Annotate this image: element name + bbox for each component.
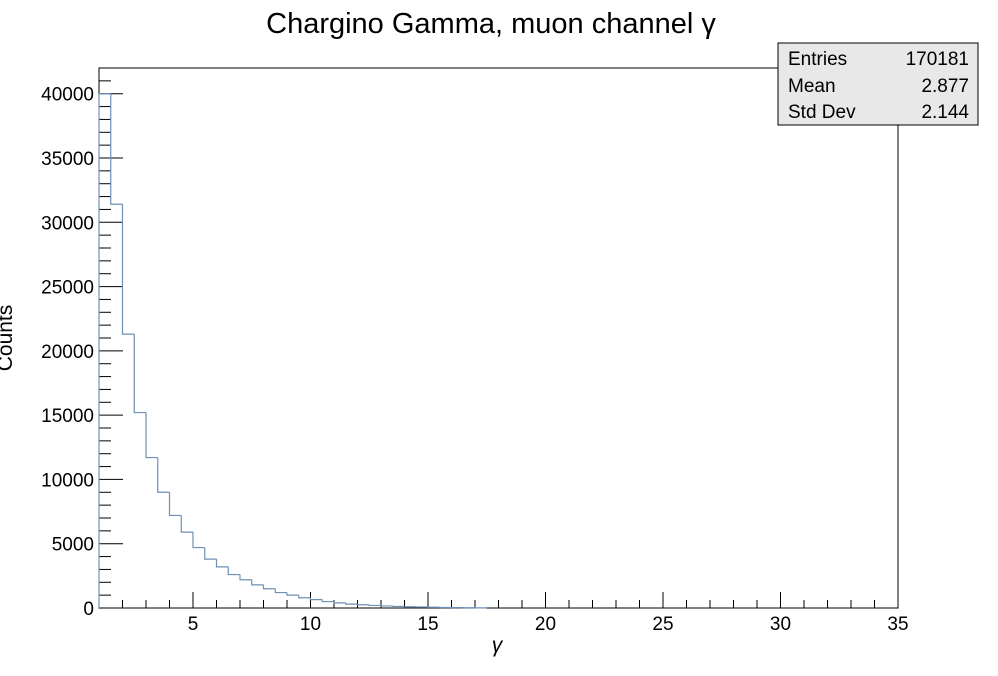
histogram-bin (380, 605, 393, 607)
histogram-bin (345, 602, 358, 605)
histogram-bin (392, 605, 405, 608)
histogram-bin (356, 604, 370, 606)
histogram-bin (98, 93, 111, 608)
x-tick-label: 25 (652, 614, 673, 635)
x-tick-label: 10 (300, 614, 321, 635)
histogram-bin (298, 595, 311, 599)
histogram-bin (274, 588, 287, 594)
stats-entries-label: Entries (788, 49, 847, 70)
stats-stddev-label: Std Dev (788, 102, 856, 123)
histogram-bin (121, 204, 135, 335)
plot-frame (98, 67, 899, 609)
y-tick-label: 10000 (41, 470, 94, 491)
y-tick-label: 25000 (41, 278, 94, 299)
histogram-bin (157, 457, 170, 493)
histogram-bin (133, 334, 146, 414)
x-axis-title: γ (492, 634, 504, 657)
y-axis-title: Counts (0, 305, 17, 372)
histogram-bin (145, 412, 158, 459)
x-tick-label: 30 (770, 614, 791, 635)
histogram-bin (110, 93, 123, 205)
histogram-bin (262, 584, 276, 590)
x-tick-label: 15 (417, 614, 438, 635)
histogram-bin (321, 599, 334, 603)
y-tick-label: 40000 (41, 85, 94, 106)
stats-mean-value: 2.877 (921, 76, 969, 97)
stats-mean-label: Mean (788, 76, 836, 97)
histogram-bin (204, 547, 217, 560)
y-tick-label: 20000 (41, 342, 94, 363)
histogram-bin (251, 579, 264, 586)
y-axis: 0 5000 10000 15000 20000 25000 30000 35000 40000 (41, 67, 123, 620)
stats-entries-value: 170181 (906, 49, 969, 70)
stats-stddev-value: 2.144 (921, 102, 969, 123)
stats-box: Entries 170181 Mean 2.877 Std Dev 2.144 (777, 42, 979, 126)
y-tick-label: 5000 (52, 535, 94, 556)
x-axis: 5 10 15 20 25 30 35 (98, 592, 909, 635)
y-tick-label: 35000 (41, 149, 94, 170)
histogram-bin (286, 592, 299, 596)
x-tick-label: 5 (188, 614, 199, 635)
y-tick-label: 0 (83, 599, 94, 620)
histogram-bin (168, 492, 182, 517)
y-tick-label: 15000 (41, 406, 94, 427)
histogram-bin (368, 604, 381, 607)
chart-title: Chargino Gamma, muon channel γ (266, 8, 716, 40)
histogram-bin (215, 559, 229, 568)
y-tick-label: 30000 (41, 213, 94, 234)
histogram-bin (227, 566, 240, 576)
histogram-bin (192, 532, 205, 549)
histogram-bin (180, 515, 193, 533)
histogram-bin (239, 574, 252, 581)
stats-box-background (777, 42, 979, 126)
histogram-bin (333, 601, 346, 604)
x-tick-label: 35 (887, 614, 908, 635)
x-tick-label: 20 (535, 614, 556, 635)
histogram-bin (309, 597, 323, 601)
histogram-series (98, 93, 488, 609)
